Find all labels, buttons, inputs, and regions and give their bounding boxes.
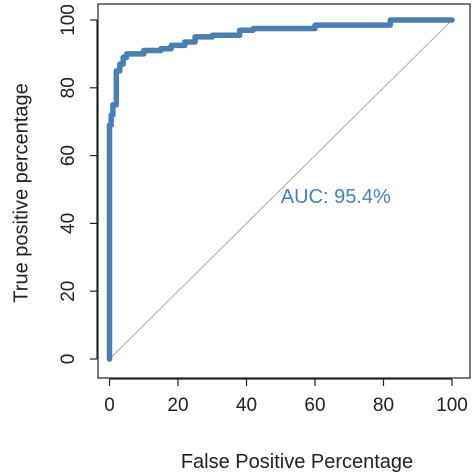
y-tick-label: 0 <box>58 354 79 365</box>
x-tick-label: 100 <box>436 395 468 416</box>
y-axis: 0 20 40 60 80 100 <box>58 4 98 365</box>
y-tick-label: 60 <box>58 145 79 166</box>
y-tick-label: 40 <box>58 213 79 234</box>
x-tick-label: 60 <box>304 395 325 416</box>
roc-curve-0 <box>106 17 455 362</box>
reference-line <box>109 19 453 360</box>
y-axis-title: True positive percentage <box>10 83 32 302</box>
x-tick-label: 0 <box>104 395 115 416</box>
x-tick-label: 40 <box>236 395 257 416</box>
reference-diagonal <box>109 19 453 360</box>
auc-annotation: AUC: 95.4% <box>281 186 391 208</box>
series-layer <box>106 17 455 362</box>
plot-border <box>97 3 471 379</box>
x-axis-title: False Positive Percentage <box>181 451 413 473</box>
x-tick-label: 80 <box>373 395 394 416</box>
y-tick-label: 80 <box>58 77 79 98</box>
x-axis: 0 20 40 60 80 100 <box>104 378 468 416</box>
plot-frame <box>97 3 471 379</box>
y-tick-label: 20 <box>58 281 79 302</box>
x-tick-label: 20 <box>167 395 188 416</box>
y-tick-label: 100 <box>58 4 79 36</box>
